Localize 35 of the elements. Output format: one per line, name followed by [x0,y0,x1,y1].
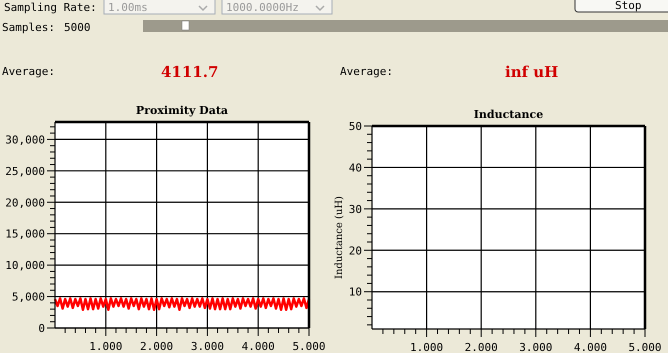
text: Average: [2,65,55,78]
y-tick-label: 30 [348,202,362,216]
x-tick-label: 2.000 [140,340,174,353]
x-tick-label: 1.000 [89,340,122,353]
x-tick-label: 3.000 [190,340,224,353]
chart-title: Inductance [474,108,544,121]
y-axis-title: Inductance (uH) [334,196,345,279]
y-tick-label: 20,000 [5,196,45,210]
x-tick-label: 3.000 [519,341,552,353]
x-tick-label: 1.000 [410,341,444,353]
y-tick-label: 10,000 [5,259,45,272]
x-tick-label: 4.000 [242,340,275,353]
x-tick-label: 5.000 [628,341,662,353]
text: Stop [615,0,642,12]
y-tick-label: 30,000 [5,133,45,146]
x-tick-label: 5.000 [292,340,326,353]
text: 1000.0000Hz [226,1,299,14]
text: 5000 [64,21,90,34]
y-tick-label: 0 [38,322,45,335]
y-tick-label: 40 [348,161,362,174]
y-tick-label: 15,000 [5,228,45,241]
y-tick-label: 5,000 [12,290,45,304]
y-tick-label: 20 [348,244,362,258]
text: Average: [340,65,393,78]
text: Sampling Rate: [4,1,97,14]
text: 1.00ms [108,1,148,14]
text: 4111.7 [161,63,218,81]
y-tick-label: 10 [348,286,362,299]
y-tick-label: 25,000 [5,164,45,178]
text: Samples: [2,21,55,34]
x-tick-label: 4.000 [574,341,607,353]
chart-title: Proximity Data [136,104,228,117]
y-tick-label: 50 [348,120,362,133]
text: inf uH [505,63,558,81]
x-tick-label: 2.000 [464,341,498,353]
